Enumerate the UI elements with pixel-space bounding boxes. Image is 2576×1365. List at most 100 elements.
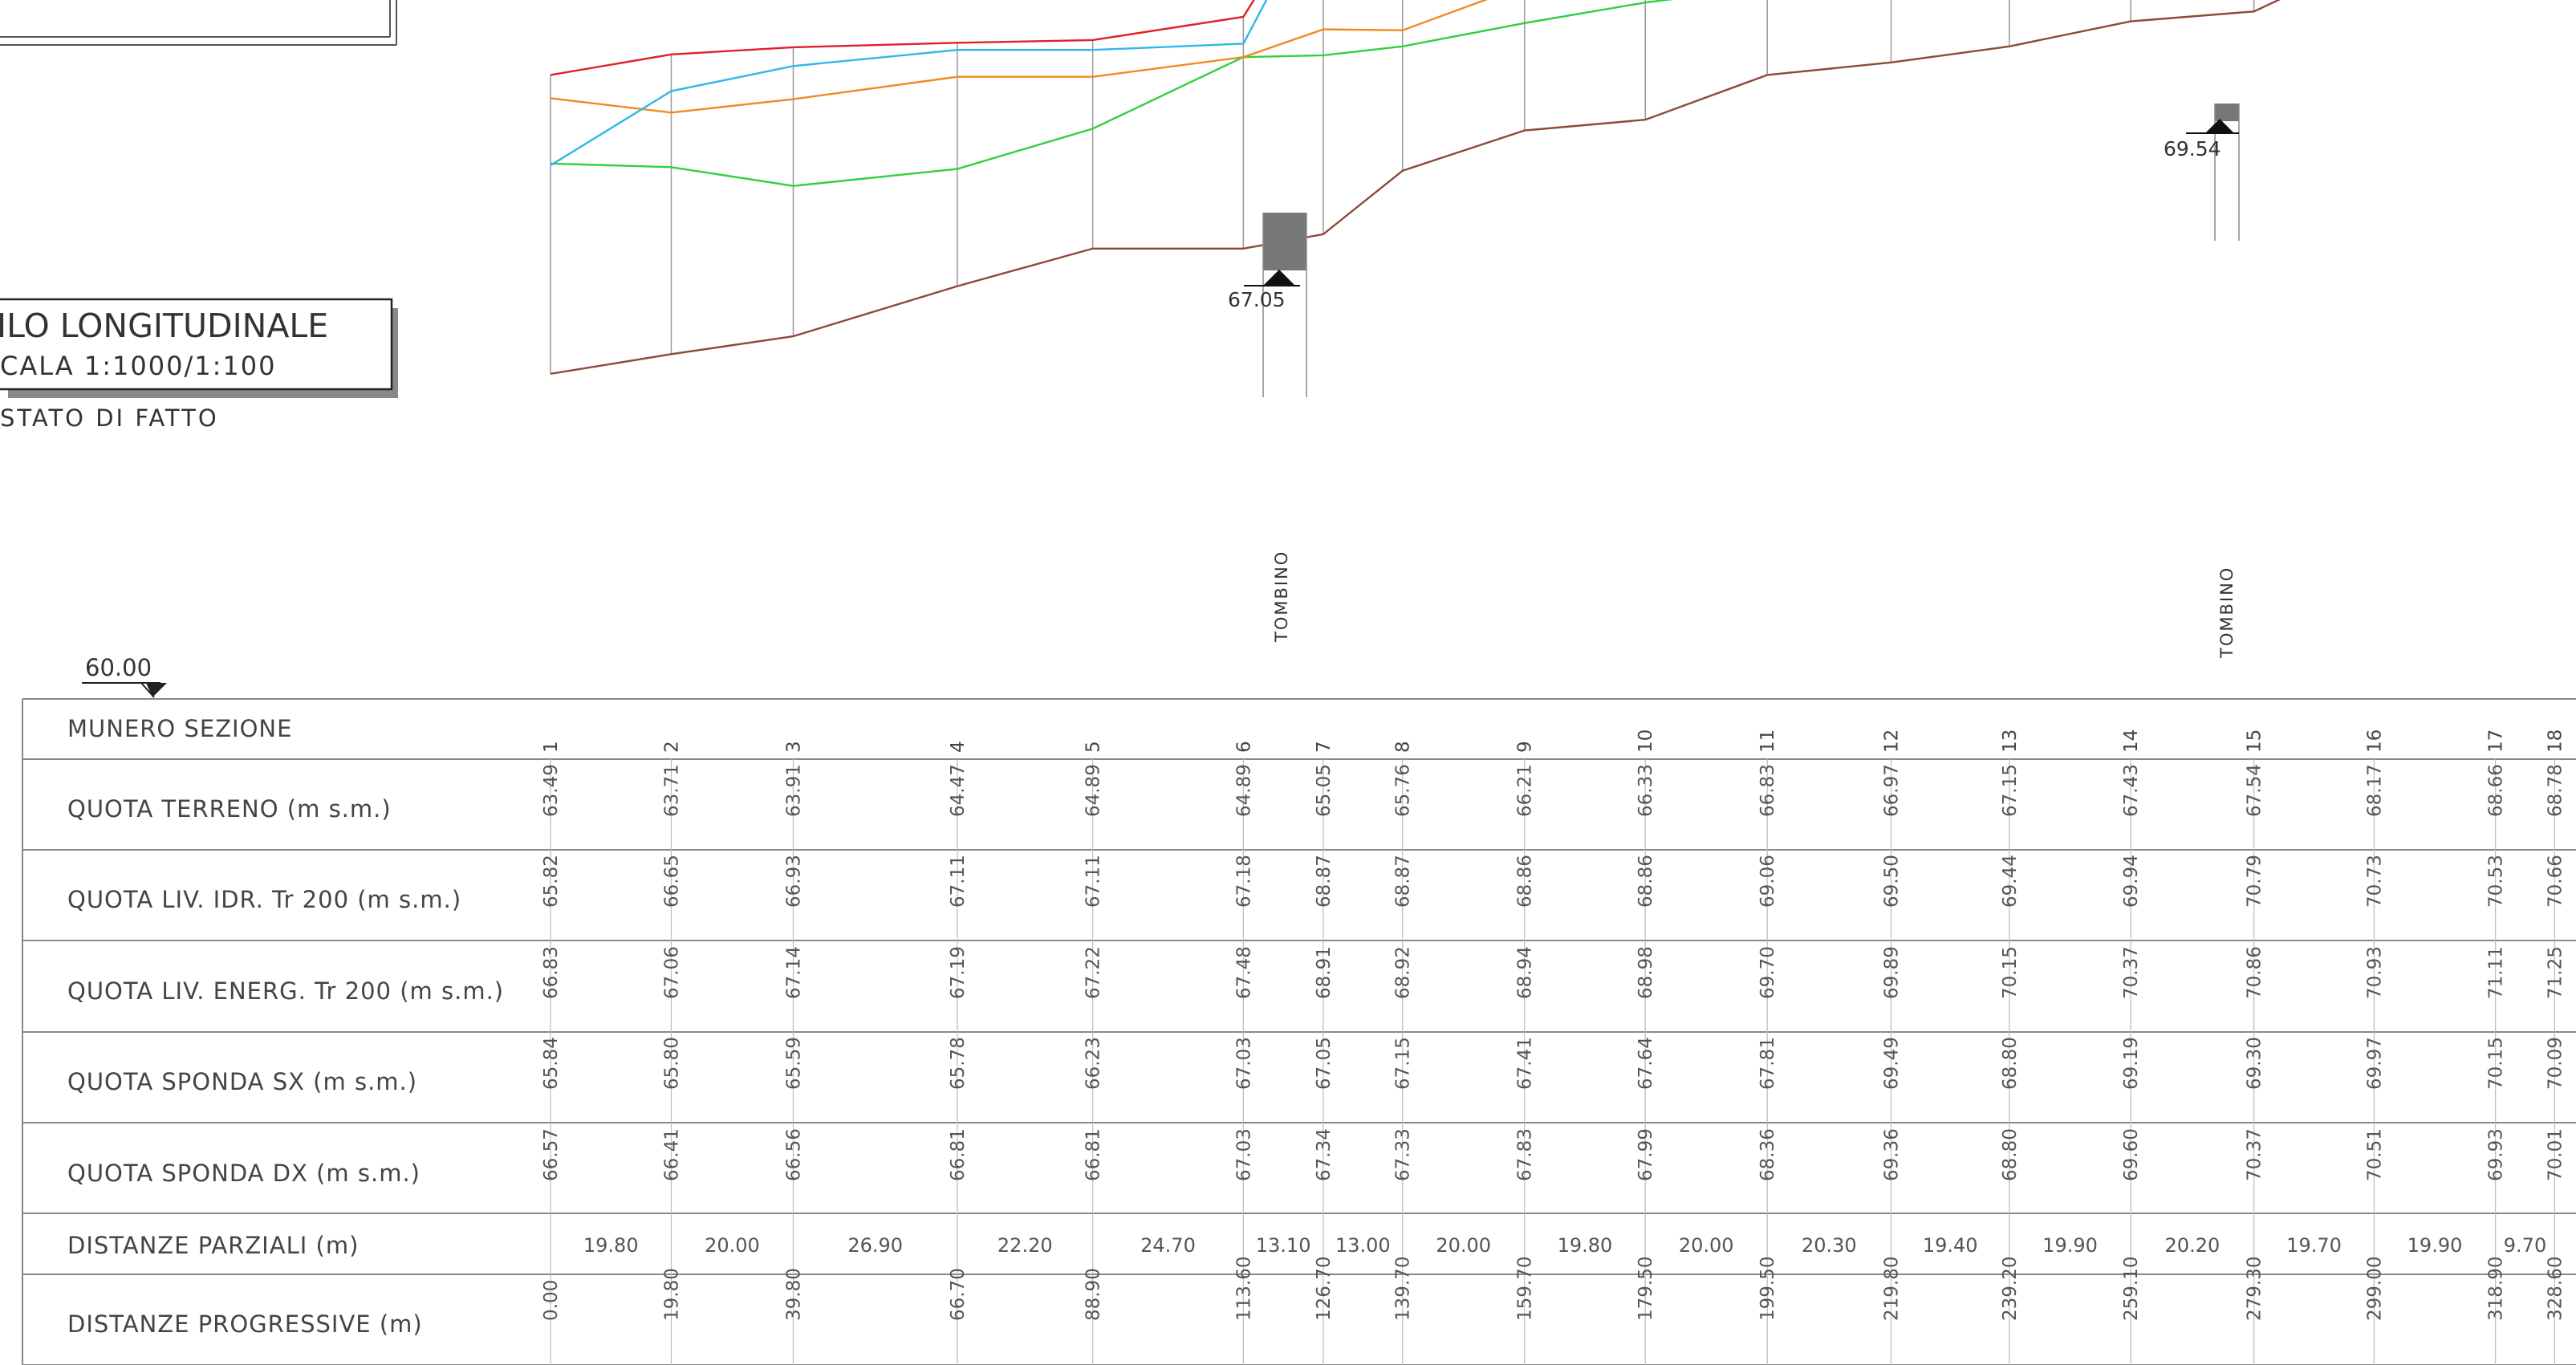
terrain-value: 68.78 (2545, 764, 2566, 817)
terrain-value: 67.15 (2000, 764, 2021, 817)
water-value: 68.86 (1635, 855, 1656, 908)
data-table: MUNERO SEZIONE QUOTA TERRENO (m s.m.) QU… (22, 698, 2576, 1365)
section-number: 10 (1635, 729, 1656, 753)
row-label-partial-distances: DISTANZE PARZIALI (m) (67, 1232, 359, 1259)
water-profile-line (550, 0, 1268, 167)
datum-marker: 60.00 (82, 654, 167, 698)
partial-distance-value: 19.70 (2286, 1234, 2342, 1257)
left_bank-value: 67.15 (1393, 1037, 1414, 1090)
profile-lines (550, 0, 2281, 376)
row-label-water: QUOTA LIV. IDR. Tr 200 (m s.m.) (67, 886, 461, 913)
terrain-value: 67.43 (2121, 764, 2142, 817)
water-value: 66.65 (661, 855, 682, 908)
right_bank-value: 70.51 (2364, 1128, 2385, 1181)
terrain-value: 63.49 (541, 764, 562, 817)
energy-profile-line (550, 0, 1255, 76)
right_bank-value: 69.93 (2486, 1128, 2507, 1181)
row-label-progressive-distances: DISTANZE PROGRESSIVE (m) (67, 1310, 423, 1338)
water-value: 68.87 (1393, 855, 1414, 908)
section-number: 13 (2000, 729, 2021, 753)
progressive-distance-value: 279.30 (2245, 1257, 2265, 1321)
energy-value: 67.19 (948, 946, 969, 999)
partial-distance-value: 9.70 (2504, 1234, 2546, 1257)
progressive-distance-value: 126.70 (1314, 1257, 1335, 1321)
left_bank-value: 67.05 (1314, 1037, 1335, 1090)
left_bank-value: 65.59 (783, 1037, 804, 1090)
water-value: 69.94 (2121, 855, 2142, 908)
right_bank-value: 68.80 (2000, 1128, 2021, 1181)
terrain-value: 67.54 (2245, 764, 2265, 817)
section-number: 12 (1881, 729, 1902, 753)
right_bank-value: 67.33 (1393, 1128, 1414, 1181)
energy-value: 66.83 (541, 946, 562, 999)
right_bank-value: 66.56 (783, 1128, 804, 1181)
energy-value: 68.98 (1635, 946, 1656, 999)
right_bank-value: 70.01 (2545, 1128, 2566, 1181)
tombino-2-elevation: 69.54 (2164, 137, 2221, 160)
terrain-value: 64.89 (1083, 764, 1104, 817)
partial-distance-value: 20.00 (1679, 1234, 1734, 1257)
progressive-distance-value: 159.70 (1515, 1257, 1536, 1321)
water-value: 68.87 (1314, 855, 1335, 908)
datum-label: 60.00 (85, 654, 152, 681)
partial-distance-value: 19.90 (2407, 1234, 2463, 1257)
section-number: 17 (2486, 729, 2507, 753)
water-value: 65.82 (541, 855, 562, 908)
progressive-distance-value: 139.70 (1393, 1257, 1414, 1321)
energy-value: 68.94 (1515, 946, 1536, 999)
progressive-distance-value: 299.00 (2364, 1257, 2385, 1321)
energy-value: 70.86 (2245, 946, 2265, 999)
right_bank-value: 68.36 (1757, 1128, 1778, 1181)
right_bank-value: 66.81 (948, 1128, 969, 1181)
terrain-value: 68.17 (2364, 764, 2385, 817)
row-label-terrain: QUOTA TERRENO (m s.m.) (67, 795, 392, 823)
title-box: ILO LONGITUDINALE CALA 1:1000/1:100 STAT… (0, 298, 398, 432)
progressive-distance-value: 66.70 (948, 1268, 969, 1321)
right_bank-value: 67.03 (1233, 1128, 1254, 1181)
water-value: 69.44 (2000, 855, 2021, 908)
energy-value: 69.89 (1881, 946, 1902, 999)
partial-distance-value: 20.00 (705, 1234, 760, 1257)
partial-distance-value: 24.70 (1140, 1234, 1196, 1257)
tombino-1-elevation: 67.05 (1228, 288, 1286, 311)
left_bank-value: 69.97 (2364, 1037, 2385, 1090)
energy-value: 70.15 (2000, 946, 2021, 999)
terrain-value: 66.83 (1757, 764, 1778, 817)
section-lines (550, 0, 2555, 1365)
water-value: 66.93 (783, 855, 804, 908)
section-number: 1 (541, 741, 562, 753)
right_bank-value: 70.37 (2245, 1128, 2265, 1181)
section-number: 8 (1393, 741, 1414, 753)
profile-title: ILO LONGITUDINALE (0, 307, 328, 345)
left_bank-value: 66.23 (1083, 1037, 1104, 1090)
water-value: 70.73 (2364, 855, 2385, 908)
terrain-profile-line (550, 0, 2281, 376)
progressive-distance-value: 199.50 (1757, 1257, 1778, 1321)
right_bank-value: 66.57 (541, 1128, 562, 1181)
left_bank-profile-line (550, 0, 1674, 187)
section-number: 11 (1757, 729, 1778, 753)
right_bank-value: 69.60 (2121, 1128, 2142, 1181)
progressive-distance-value: 259.10 (2121, 1257, 2142, 1321)
progressive-distance-value: 318.90 (2486, 1257, 2507, 1321)
right_bank-profile-line (550, 0, 1489, 114)
right_bank-value: 66.41 (661, 1128, 682, 1181)
energy-value: 71.25 (2545, 946, 2566, 999)
progressive-distance-value: 88.90 (1083, 1268, 1104, 1321)
section-number: 18 (2545, 729, 2566, 753)
partial-distance-value: 19.80 (1558, 1234, 1613, 1257)
partial-distance-value: 19.40 (1923, 1234, 1978, 1257)
left_bank-value: 65.78 (948, 1037, 969, 1090)
row-label-right-bank: QUOTA SPONDA DX (m s.m.) (67, 1160, 421, 1187)
progressive-distance-value: 219.80 (1881, 1257, 1902, 1321)
left_bank-value: 67.03 (1233, 1037, 1254, 1090)
water-value: 70.53 (2486, 855, 2507, 908)
left_bank-value: 67.81 (1757, 1037, 1778, 1090)
energy-value: 71.11 (2486, 946, 2507, 999)
profile-scale: CALA 1:1000/1:100 (0, 351, 276, 381)
top-frame (0, 0, 397, 46)
progressive-distance-value: 0.00 (541, 1280, 562, 1321)
right_bank-value: 66.81 (1083, 1128, 1104, 1181)
